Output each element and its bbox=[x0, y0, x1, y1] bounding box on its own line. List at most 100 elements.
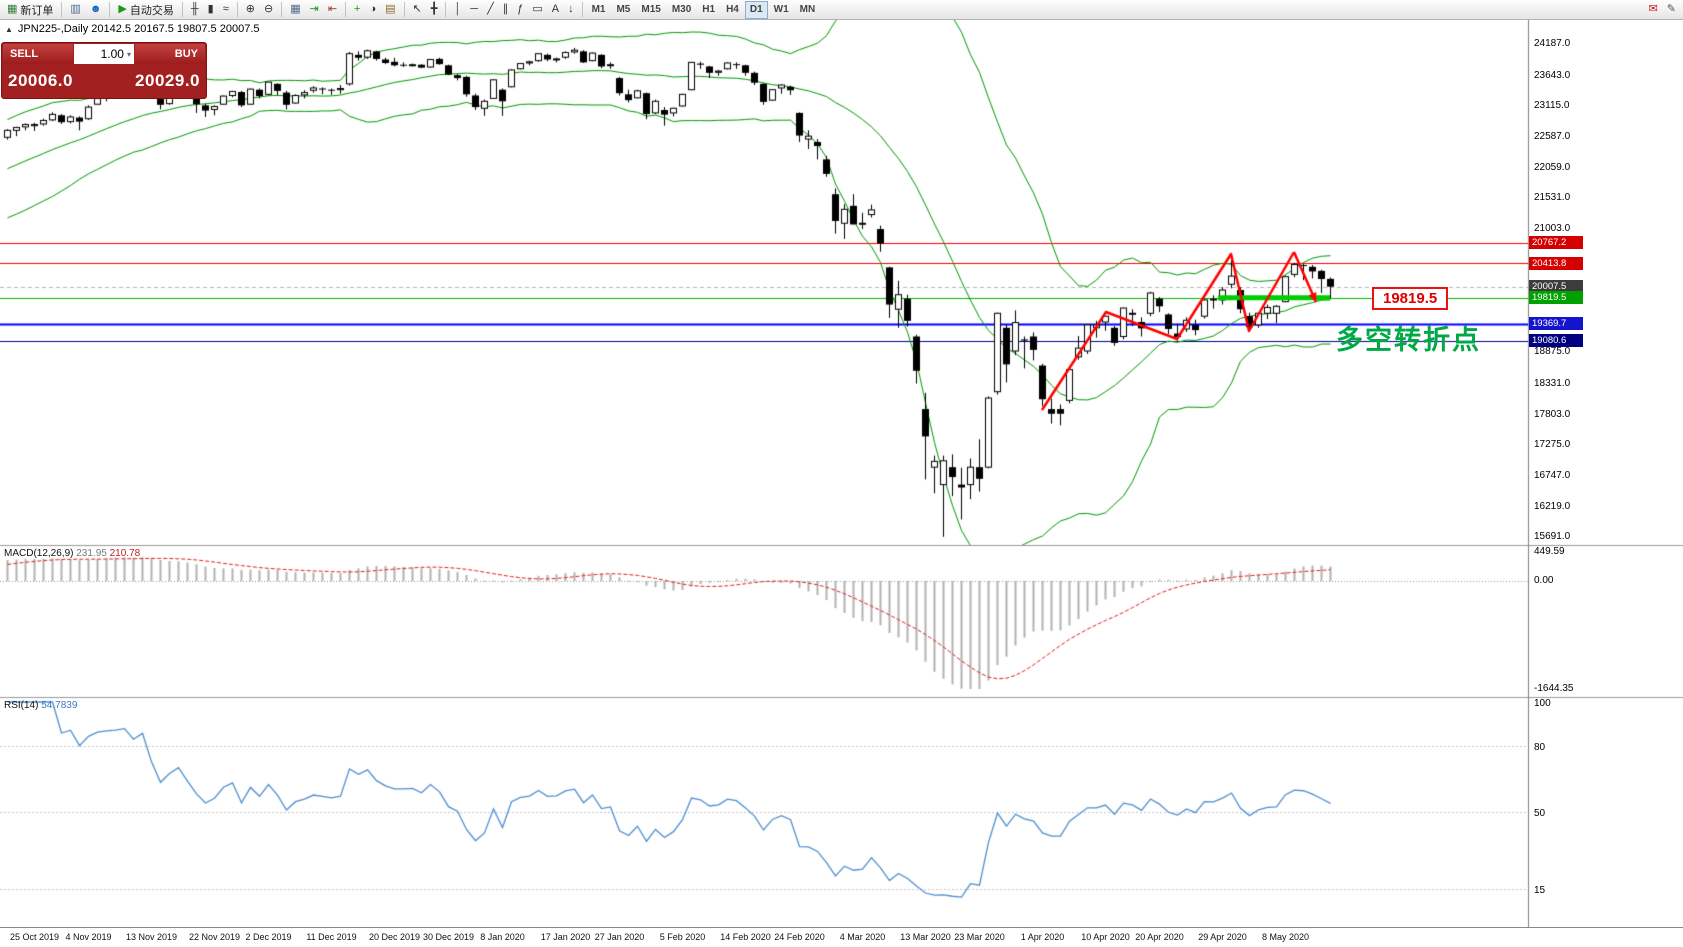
timeframe-h4-button-label: H4 bbox=[726, 4, 739, 15]
shapes-button[interactable]: ▭ bbox=[528, 1, 546, 19]
price-tick-label: 18331.0 bbox=[1534, 378, 1571, 390]
chart-area: ▲ JPN225-,Daily 20142.5 20167.5 19807.5 … bbox=[0, 20, 1683, 947]
arrows-button[interactable]: ↓ bbox=[564, 1, 578, 19]
arrow-icon: ↓ bbox=[568, 3, 574, 15]
chat-button[interactable]: ✎ bbox=[1663, 1, 1680, 19]
date-label: 4 Mar 2020 bbox=[839, 932, 886, 942]
buy-price[interactable]: 20029.0 bbox=[135, 70, 200, 90]
date-label: 14 Feb 2020 bbox=[720, 932, 771, 942]
price-tick-label: 22059.0 bbox=[1534, 161, 1571, 173]
price-callout: 19819.5 bbox=[1372, 287, 1449, 310]
line-chart-button[interactable]: ≈ bbox=[219, 1, 233, 19]
toolbar-separator bbox=[581, 2, 583, 17]
zoom-in-button[interactable]: ⊕ bbox=[242, 1, 259, 19]
tile-windows-button[interactable]: ▦ bbox=[286, 1, 304, 19]
vertical-line-button[interactable]: │ bbox=[450, 1, 465, 19]
price-line-tag: 20007.5 bbox=[1529, 280, 1583, 294]
cursor-icon: ↖ bbox=[412, 3, 422, 15]
timeframe-w1-button[interactable]: W1 bbox=[769, 1, 794, 19]
line-chart-icon: ≈ bbox=[222, 3, 229, 15]
date-label: 4 Nov 2019 bbox=[65, 932, 112, 942]
toolbar-separator bbox=[61, 2, 63, 17]
buy-button[interactable]: BUY bbox=[135, 44, 205, 64]
volume-dropdown-icon[interactable]: ▾ bbox=[126, 49, 131, 59]
zoom-out-button[interactable]: ⊖ bbox=[260, 1, 277, 19]
toolbar-separator bbox=[281, 2, 283, 17]
date-label: 8 May 2020 bbox=[1261, 932, 1310, 942]
macd-main-value: 231.95 bbox=[76, 548, 107, 559]
crosshair-button[interactable]: ╋ bbox=[427, 1, 442, 19]
timeframe-m15-button-label: M15 bbox=[641, 4, 661, 15]
price-line-tag: 19819.5 bbox=[1529, 291, 1583, 305]
person-icon: ☻ bbox=[89, 3, 102, 15]
periods-button[interactable]: ◑ bbox=[365, 1, 380, 19]
timeframe-m30-button[interactable]: M30 bbox=[667, 1, 696, 19]
bar-chart-button[interactable]: ╫ bbox=[187, 1, 203, 19]
timeframe-d1-button[interactable]: D1 bbox=[744, 0, 768, 19]
fibonacci-button[interactable]: ƒ bbox=[513, 1, 527, 19]
rsi-label: RSI(14) 54.7839 bbox=[4, 700, 77, 711]
channel-button[interactable]: ∥ bbox=[499, 1, 513, 19]
timeframe-h4-button[interactable]: H4 bbox=[721, 1, 744, 19]
price-tick-label: 15691.0 bbox=[1534, 531, 1571, 543]
date-label: 20 Dec 2019 bbox=[368, 932, 421, 942]
timeframe-m5-button[interactable]: M5 bbox=[611, 1, 635, 19]
annotation-text: 多空转折点 bbox=[1336, 325, 1481, 355]
auto-scroll-button[interactable]: ⇥ bbox=[306, 1, 323, 19]
price-tick-label: 21003.0 bbox=[1534, 222, 1571, 234]
accounts-button[interactable]: ☻ bbox=[86, 1, 106, 19]
date-label: 23 Mar 2020 bbox=[954, 932, 1005, 942]
timeframe-m15-button[interactable]: M15 bbox=[636, 1, 665, 19]
trade-panel-prices: 20006.0 20029.0 bbox=[3, 64, 205, 97]
toolbar-separator bbox=[445, 2, 447, 17]
rsi-level-label: 80 bbox=[1534, 742, 1546, 753]
templates-button[interactable]: ▤ bbox=[381, 1, 399, 19]
price-tick-label: 23115.0 bbox=[1534, 100, 1570, 112]
vertical-line-icon: │ bbox=[454, 3, 462, 15]
timeframe-h1-button[interactable]: H1 bbox=[697, 1, 720, 19]
volume-field[interactable]: 1.00 ▾ bbox=[74, 44, 134, 64]
autotrading-button-label: 自动交易 bbox=[129, 4, 174, 17]
zoom-out-icon: ⊖ bbox=[263, 3, 274, 15]
one-click-trading-panel: SELL 1.00 ▾ BUY 20006.0 20029.0 bbox=[1, 42, 207, 99]
toolbar-separator bbox=[236, 2, 238, 17]
chart-shift-button[interactable]: ⇤ bbox=[324, 1, 341, 19]
date-label: 11 Dec 2019 bbox=[306, 932, 357, 942]
date-label: 1 Apr 2020 bbox=[1020, 932, 1065, 942]
trendline-button[interactable]: ╱ bbox=[483, 1, 498, 19]
macd-scale-label: 449.59 bbox=[1534, 545, 1565, 557]
price-chart-canvas[interactable] bbox=[0, 20, 1683, 927]
price-tick-label: 16219.0 bbox=[1534, 500, 1571, 512]
sell-button[interactable]: SELL bbox=[3, 44, 73, 64]
price-tick-label: 21531.0 bbox=[1534, 192, 1571, 204]
time-axis: 25 Oct 2019 4 Nov 2019 13 Nov 2019 22 Nov 2… bbox=[0, 927, 1683, 947]
new-order-button-label: 新订单 bbox=[20, 4, 54, 17]
horizontal-line-button[interactable]: ─ bbox=[466, 1, 482, 19]
macd-scale-label: 0.00 bbox=[1534, 575, 1554, 586]
cursor-button[interactable]: ↖ bbox=[409, 1, 426, 19]
toolbar-separator bbox=[403, 2, 405, 17]
mailbox-button[interactable]: ✉ bbox=[1645, 1, 1662, 19]
candle-chart-button[interactable]: ▮ bbox=[204, 1, 218, 19]
collapse-arrow-icon[interactable]: ▲ bbox=[5, 24, 13, 34]
autotrading-button[interactable]: ▶ 自动交易 bbox=[114, 1, 177, 19]
new-order-button[interactable]: ▦ 新订单 bbox=[3, 1, 57, 19]
fibonacci-icon: ƒ bbox=[517, 3, 524, 15]
candlestick-icon: ▮ bbox=[207, 3, 214, 15]
text-button[interactable]: A bbox=[548, 1, 563, 19]
price-tick-label: 17275.0 bbox=[1534, 439, 1571, 451]
date-label: 13 Mar 2020 bbox=[900, 932, 951, 942]
timeframe-m1-button-label: M1 bbox=[591, 4, 606, 15]
timeframe-m1-button[interactable]: M1 bbox=[587, 1, 611, 19]
price-tick-label: 23643.0 bbox=[1534, 69, 1571, 81]
indicators-button[interactable]: + bbox=[350, 1, 364, 19]
sell-price[interactable]: 20006.0 bbox=[8, 70, 73, 90]
timeframe-mn-button[interactable]: MN bbox=[795, 1, 821, 19]
timeframe-m5-button-label: M5 bbox=[616, 4, 631, 15]
date-label: 24 Feb 2020 bbox=[774, 932, 825, 942]
rsi-level-label: 15 bbox=[1534, 885, 1546, 896]
bar-chart-icon: ╫ bbox=[190, 3, 199, 15]
clock-icon: ◑ bbox=[369, 3, 377, 15]
charts-window-button[interactable]: ▥ bbox=[66, 1, 84, 19]
timeframe-h1-button-label: H1 bbox=[702, 4, 716, 15]
